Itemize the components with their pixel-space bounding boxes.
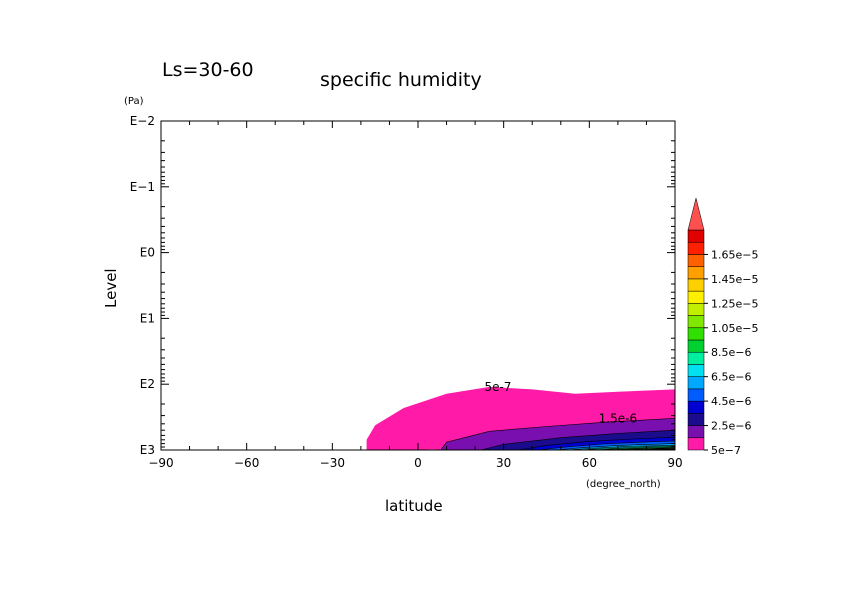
colorbar-label: 2.5e−6 bbox=[711, 420, 751, 433]
colorbar-label: 5e−7 bbox=[711, 444, 741, 457]
contour-label: 5e-7 bbox=[484, 380, 511, 394]
colorbar-swatch bbox=[687, 425, 705, 439]
colorbar-extend-arrow bbox=[687, 197, 705, 231]
colorbar-swatch bbox=[687, 437, 705, 451]
x-tick-label: −60 bbox=[234, 456, 259, 470]
y-tick-label: E2 bbox=[140, 377, 155, 391]
x-tick-label: 0 bbox=[414, 456, 422, 470]
x-tick-label: 90 bbox=[667, 456, 682, 470]
x-axis: −90 −60 −30 0 30 60 90 bbox=[148, 121, 683, 470]
colorbar-swatch bbox=[687, 229, 705, 243]
colorbar-swatch bbox=[687, 339, 705, 353]
y-tick-label: E3 bbox=[140, 443, 155, 457]
chart-title: specific humidity bbox=[320, 69, 482, 91]
colorbar-label: 6.5e−6 bbox=[711, 371, 751, 384]
colorbar-label: 1.45e−5 bbox=[711, 273, 758, 286]
colorbar-label: 4.5e−6 bbox=[711, 395, 751, 408]
colorbar-swatch bbox=[687, 413, 705, 426]
colorbar-swatch bbox=[687, 241, 705, 255]
colorbar-swatch bbox=[687, 400, 705, 414]
colorbar-swatch bbox=[687, 278, 705, 292]
colorbar-label: 8.5e−6 bbox=[711, 346, 751, 359]
x-unit: (degree_north) bbox=[586, 479, 661, 490]
x-tick-label: −30 bbox=[320, 456, 345, 470]
colorbar-swatch bbox=[687, 254, 705, 267]
colorbar-label: 1.65e−5 bbox=[711, 248, 758, 261]
x-tick-label: −90 bbox=[148, 456, 173, 470]
colorbar-label: 1.25e−5 bbox=[711, 297, 758, 310]
y-axis: E−2 E−1 E0 E1 E2 E3 bbox=[130, 114, 675, 457]
colorbar-swatch bbox=[687, 351, 705, 365]
colorbar-swatch bbox=[687, 266, 705, 280]
contour-label: 1.5e-6 bbox=[599, 411, 637, 425]
x-tick-label: 30 bbox=[496, 456, 511, 470]
y-axis-label: Level bbox=[102, 268, 120, 308]
colorbar: 5e−7 2.5e−6 4.5e−6 6.5e−6 8.5e−6 1.05e−5 1.25e… bbox=[687, 197, 758, 457]
y-tick-label: E−1 bbox=[130, 180, 155, 194]
y-tick-label: E−2 bbox=[130, 114, 155, 128]
colorbar-swatch bbox=[687, 315, 705, 329]
y-tick-label: E0 bbox=[140, 246, 155, 260]
y-unit: (Pa) bbox=[124, 96, 144, 107]
colorbar-swatch bbox=[687, 388, 705, 402]
colorbar-swatch bbox=[687, 290, 705, 304]
y-tick-label: E1 bbox=[140, 311, 155, 325]
contour-labels: 5e-7 1.5e-6 bbox=[484, 380, 637, 425]
colorbar-swatch bbox=[687, 364, 705, 377]
colorbar-swatch bbox=[687, 376, 705, 390]
colorbar-swatch bbox=[687, 327, 705, 341]
x-tick-label: 60 bbox=[582, 456, 597, 470]
colorbar-label: 1.05e−5 bbox=[711, 322, 758, 335]
x-axis-label: latitude bbox=[385, 497, 443, 515]
ls-label: Ls=30-60 bbox=[162, 59, 254, 81]
contour-fills bbox=[366, 386, 676, 451]
colorbar-swatch bbox=[687, 303, 705, 316]
